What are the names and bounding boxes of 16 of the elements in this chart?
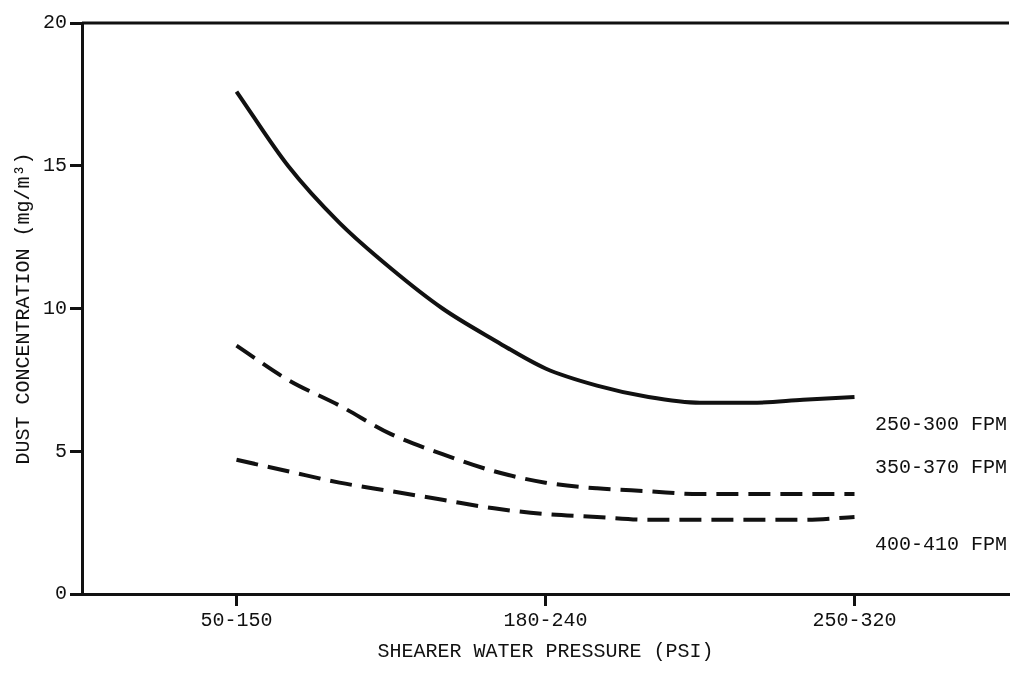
series-label: 350-370 FPM bbox=[874, 456, 1007, 480]
x-axis-title: SHEARER WATER PRESSURE (PSI) bbox=[377, 640, 714, 664]
y-tick-label: 5 bbox=[54, 439, 67, 463]
x-tick-label: 180-240 bbox=[503, 609, 588, 633]
line-series bbox=[234, 343, 857, 497]
x-tick-label: 250-320 bbox=[812, 609, 897, 633]
line-series bbox=[234, 457, 857, 522]
y-tick-label: 15 bbox=[42, 154, 67, 178]
x-tick-label: 50-150 bbox=[200, 609, 273, 633]
y-tick-label: 0 bbox=[54, 582, 67, 606]
line-series bbox=[234, 89, 857, 405]
series-label: 400-410 FPM bbox=[874, 533, 1007, 557]
y-tick-label: 10 bbox=[42, 296, 67, 320]
series-label: 250-300 FPM bbox=[874, 413, 1007, 437]
y-axis-title: DUST CONCENTRATION (mg/m³) bbox=[12, 152, 36, 465]
y-tick-label: 20 bbox=[42, 11, 67, 35]
